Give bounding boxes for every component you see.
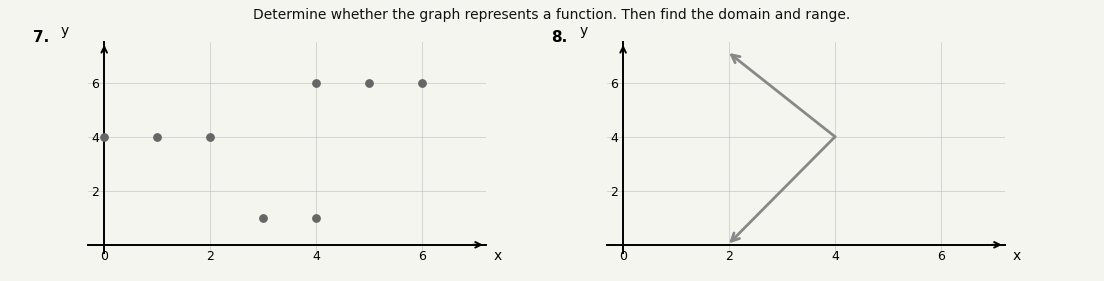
Y-axis label: y: y — [580, 24, 587, 38]
Point — [95, 135, 113, 139]
Point — [307, 80, 325, 85]
Text: 7.: 7. — [33, 30, 49, 44]
Point — [254, 216, 272, 220]
Point — [360, 80, 378, 85]
Text: Determine whether the graph represents a function. Then find the domain and rang: Determine whether the graph represents a… — [254, 8, 850, 22]
Point — [201, 135, 219, 139]
Y-axis label: y: y — [61, 24, 68, 38]
X-axis label: x: x — [493, 249, 502, 263]
Point — [307, 216, 325, 220]
Point — [413, 80, 431, 85]
Text: 8.: 8. — [552, 30, 567, 44]
X-axis label: x: x — [1012, 249, 1021, 263]
Point — [148, 135, 166, 139]
